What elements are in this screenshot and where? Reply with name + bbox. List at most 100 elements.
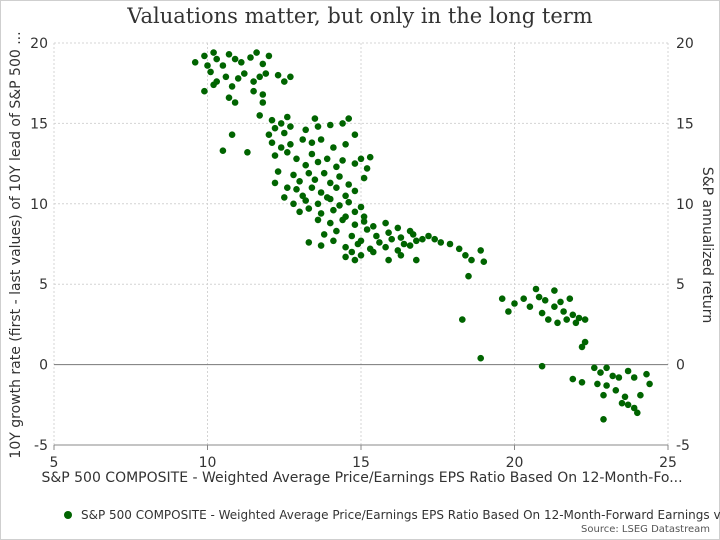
data-point (462, 252, 469, 259)
data-point (284, 184, 291, 191)
data-point (413, 237, 420, 245)
data-point (336, 173, 343, 180)
data-point (302, 197, 310, 204)
x-tick-label: 15 (352, 455, 370, 471)
data-point (538, 362, 546, 370)
data-point (351, 187, 359, 195)
data-point (370, 223, 377, 230)
data-point (560, 308, 567, 315)
data-point (357, 203, 365, 211)
data-point (354, 240, 362, 248)
data-point (480, 258, 488, 266)
data-point (520, 295, 527, 303)
data-point (256, 112, 264, 119)
data-point (323, 155, 331, 163)
data-point (317, 136, 325, 143)
data-point (231, 55, 239, 63)
data-point (643, 370, 650, 378)
x-tick-label: 5 (50, 455, 59, 471)
data-point (333, 184, 340, 191)
data-point (311, 176, 319, 183)
data-point (225, 51, 233, 58)
data-point (281, 78, 288, 85)
data-point (465, 272, 472, 280)
data-point (204, 62, 211, 69)
data-point (351, 256, 359, 264)
data-point (311, 115, 319, 122)
data-point (363, 165, 371, 172)
data-point (569, 311, 577, 319)
data-point (385, 256, 392, 264)
data-point (578, 379, 586, 386)
data-point (382, 219, 389, 227)
data-point (210, 49, 217, 56)
data-point (330, 144, 337, 151)
data-point (425, 232, 432, 240)
data-point (397, 234, 405, 241)
data-point (406, 242, 414, 249)
y2-tick-label: 5 (676, 277, 685, 293)
data-point (360, 213, 368, 220)
data-point (281, 194, 288, 201)
data-point (327, 179, 334, 187)
data-point (320, 231, 328, 238)
data-point (409, 231, 417, 238)
data-point (201, 52, 208, 60)
legend-label: S&P 500 COMPOSITE - Weighted Average Pri… (81, 508, 720, 522)
data-point (234, 75, 242, 82)
data-point (634, 409, 641, 417)
data-point (225, 94, 233, 101)
data-point (268, 139, 276, 146)
data-point (271, 179, 279, 187)
data-point (621, 393, 629, 401)
data-point (314, 123, 322, 130)
y2-tick-label: -5 (676, 438, 690, 454)
data-point (348, 232, 356, 240)
data-point (459, 316, 466, 323)
data-point (210, 81, 217, 89)
data-point (327, 219, 334, 227)
data-point (219, 147, 227, 154)
data-point (535, 293, 543, 301)
data-point (250, 78, 257, 85)
data-point (541, 297, 549, 304)
data-point (262, 70, 270, 77)
data-point (317, 189, 325, 196)
data-point (290, 200, 297, 208)
data-point (287, 123, 294, 130)
data-point (637, 391, 644, 399)
data-point (624, 401, 632, 409)
data-point (191, 59, 199, 66)
data-point (600, 391, 607, 399)
data-point (468, 256, 475, 264)
data-point (207, 68, 214, 76)
source-note: Source: LSEG Datastream (581, 524, 710, 535)
data-point (314, 158, 322, 166)
data-point (357, 252, 365, 259)
data-point (238, 59, 245, 66)
data-point (259, 60, 267, 68)
axis-labels: S&P 500 COMPOSITE - Weighted Average Pri… (8, 31, 715, 486)
data-point (330, 237, 337, 245)
data-point (339, 120, 346, 127)
data-point (446, 240, 454, 248)
data-point (342, 141, 349, 148)
data-point (370, 248, 377, 256)
data-point (333, 227, 340, 235)
data-point (618, 399, 626, 407)
data-point (305, 169, 313, 177)
data-point (363, 226, 371, 233)
data-point (314, 216, 322, 224)
y-tick-label: -5 (34, 438, 48, 454)
data-point (277, 144, 285, 151)
data-point (302, 126, 310, 134)
data-point (360, 218, 368, 225)
data-point (351, 208, 359, 216)
data-point (327, 195, 334, 203)
data-point (551, 303, 558, 311)
data-point (231, 99, 239, 106)
data-point (394, 224, 402, 232)
y-tick-label: 10 (30, 197, 48, 213)
data-point (305, 205, 313, 212)
data-point (597, 369, 604, 376)
